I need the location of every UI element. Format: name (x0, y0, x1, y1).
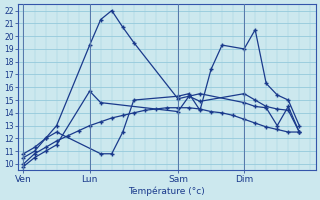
X-axis label: Température (°c): Température (°c) (129, 186, 205, 196)
